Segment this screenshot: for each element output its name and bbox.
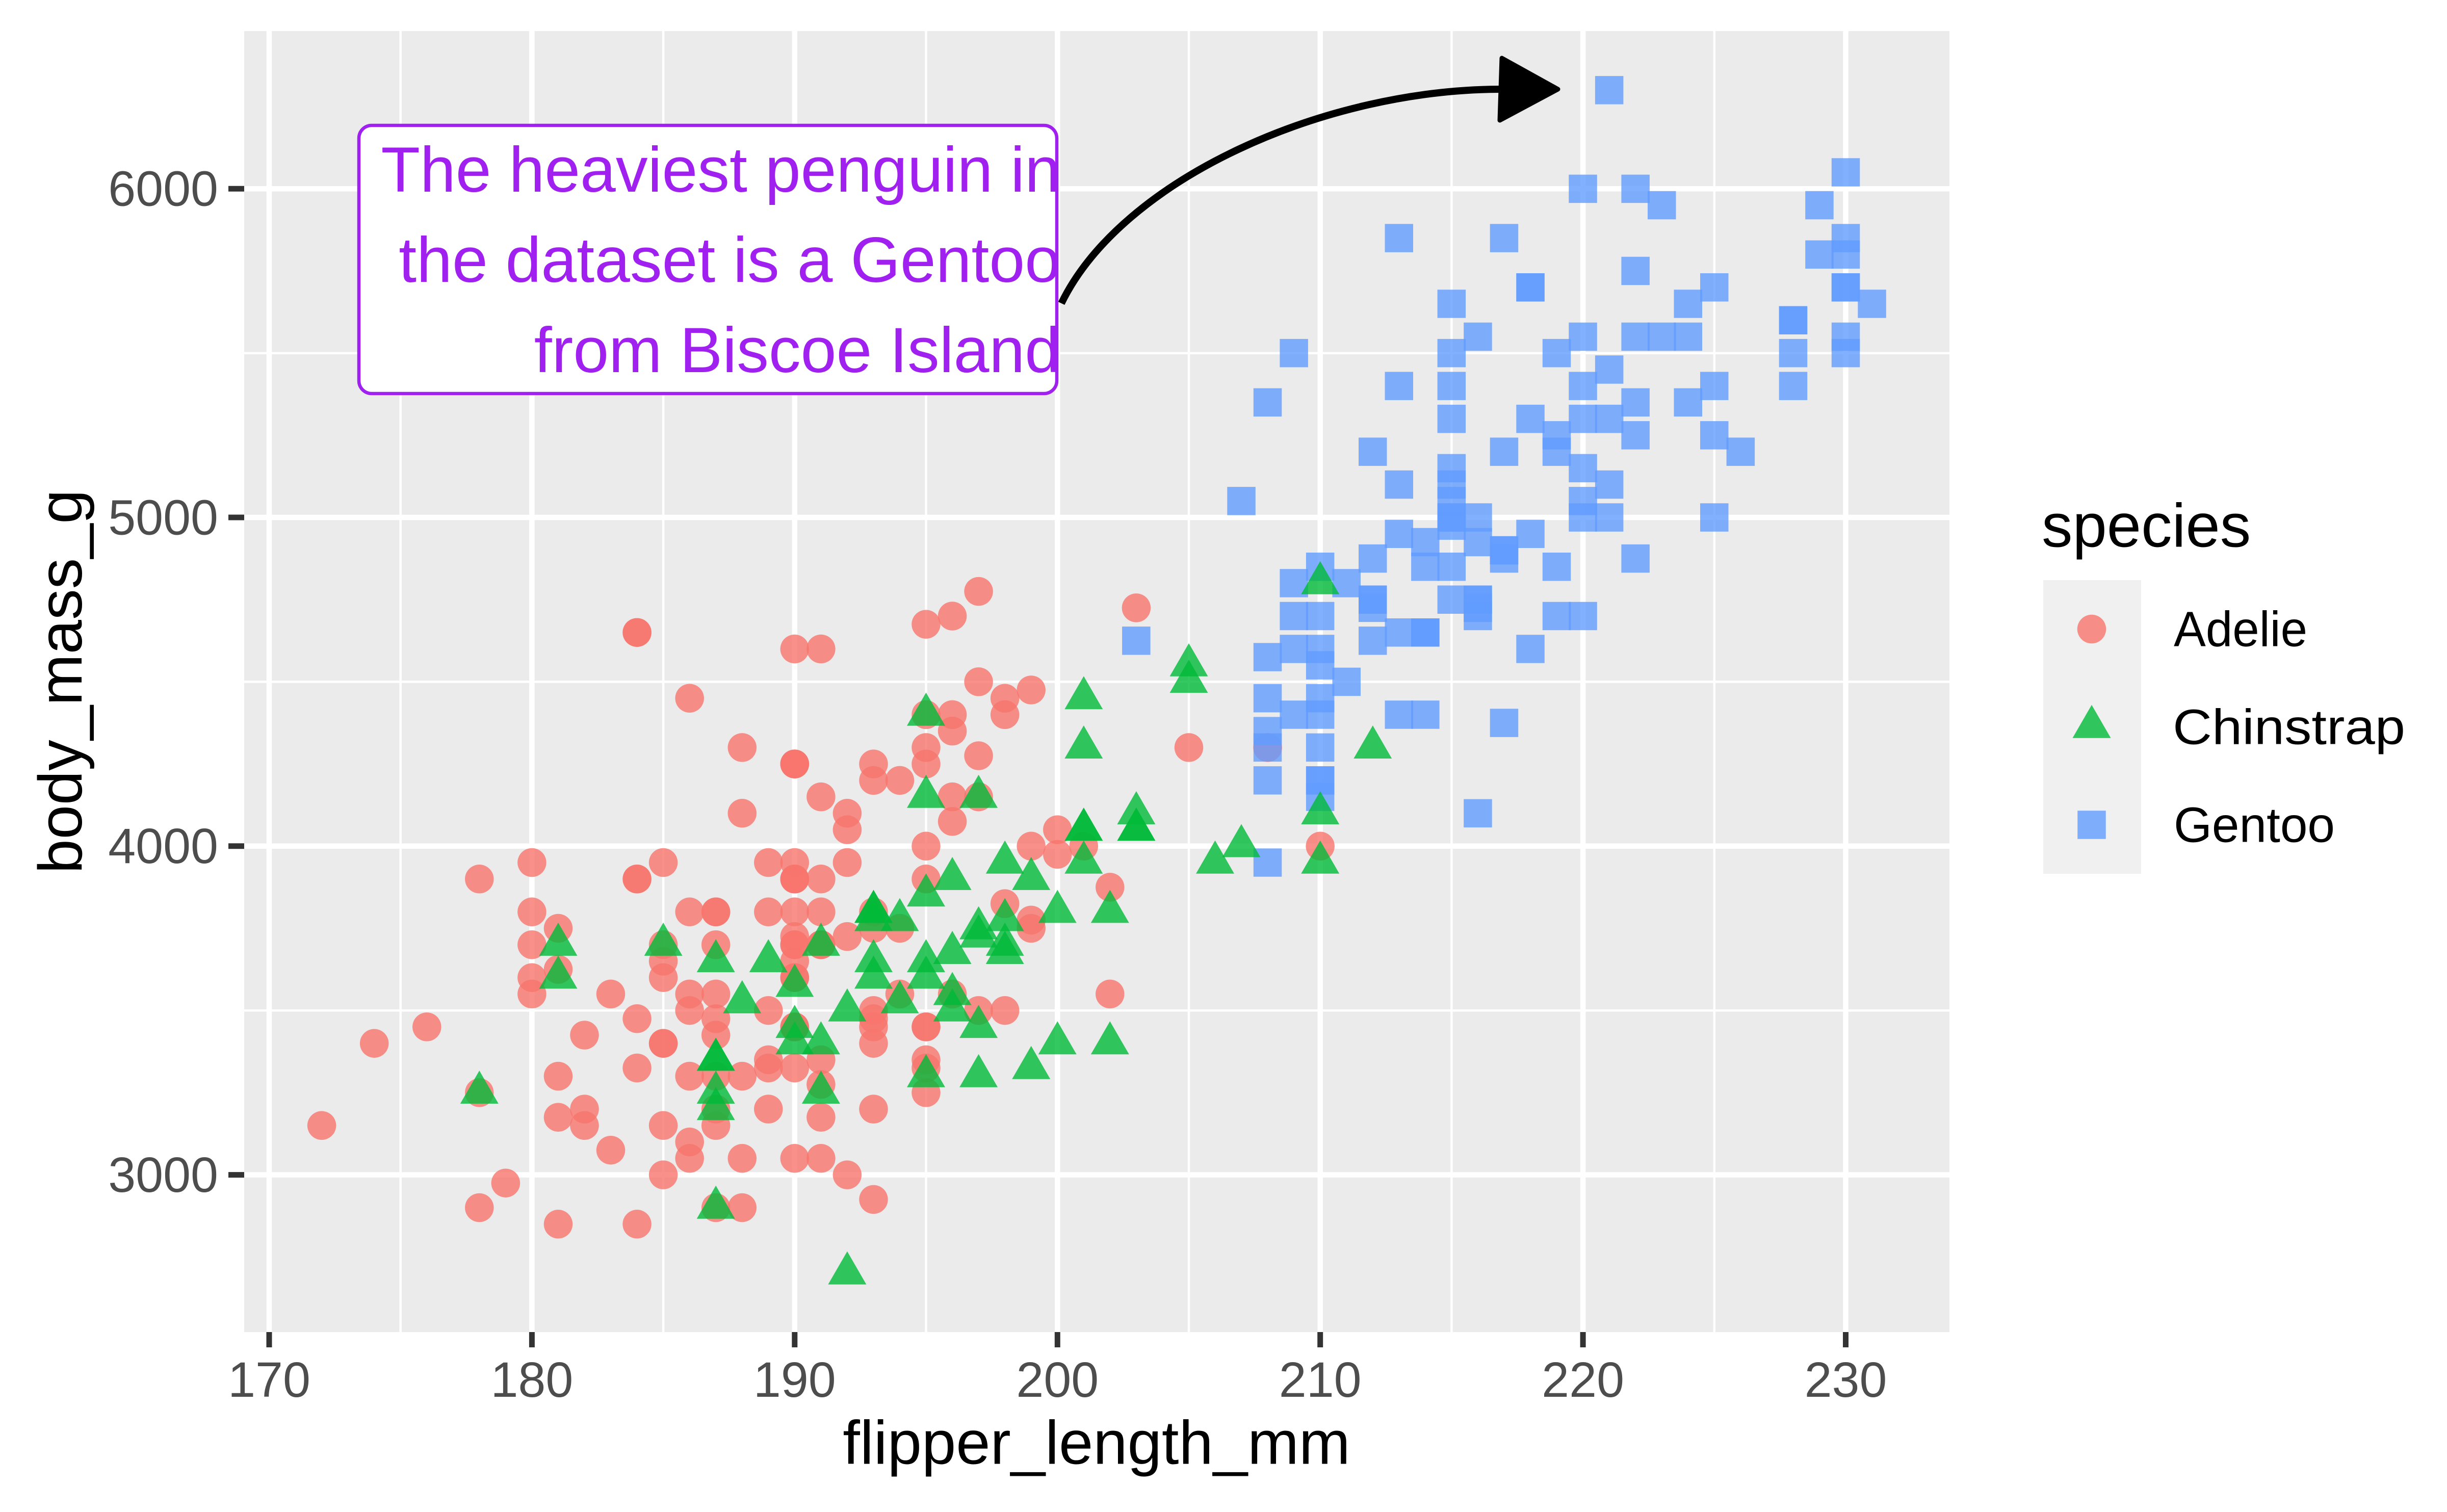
svg-text:species: species [2042,491,2251,560]
svg-text:170: 170 [228,1352,310,1407]
svg-text:180: 180 [490,1352,573,1407]
svg-text:200: 200 [1016,1352,1099,1407]
svg-text:the dataset is a Gentoo: the dataset is a Gentoo [399,224,1060,296]
svg-text:4000: 4000 [108,818,218,874]
svg-text:6000: 6000 [108,161,218,217]
svg-text:from Biscoe Island: from Biscoe Island [534,314,1060,386]
svg-text:190: 190 [753,1352,836,1407]
svg-text:flipper_length_mm: flipper_length_mm [843,1408,1350,1477]
svg-text:230: 230 [1805,1352,1887,1407]
svg-text:3000: 3000 [108,1147,218,1203]
svg-text:body_mass_g: body_mass_g [25,489,95,873]
svg-text:The heaviest penguin in: The heaviest penguin in [381,134,1060,205]
svg-text:Gentoo: Gentoo [2174,797,2335,853]
svg-text:5000: 5000 [108,490,218,545]
svg-text:220: 220 [1542,1352,1624,1407]
svg-text:Adelie: Adelie [2174,602,2307,657]
svg-text:210: 210 [1279,1352,1362,1407]
svg-text:Chinstrap: Chinstrap [2173,699,2405,755]
